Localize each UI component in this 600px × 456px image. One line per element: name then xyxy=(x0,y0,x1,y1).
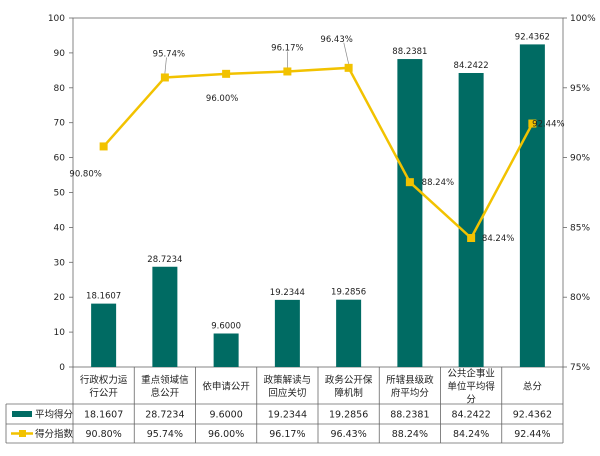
table-cell: 92.44% xyxy=(514,429,550,440)
line-marker xyxy=(222,69,231,78)
category-label: 重点领域信 xyxy=(141,374,189,386)
category-label: 行政权力运 xyxy=(80,374,128,386)
bar xyxy=(274,299,300,367)
line-marker xyxy=(467,234,476,243)
legend-key-line xyxy=(19,430,26,437)
line-marker xyxy=(528,119,537,128)
right-tick-label: 95% xyxy=(570,84,590,94)
table-cell: 95.74% xyxy=(147,429,183,440)
line-value-label: 88.24% xyxy=(422,178,454,188)
legend-label: 得分指数 xyxy=(35,428,74,440)
data-labels: 18.1607 28.7234 9.6000 19.2344 19.2856 88.238… xyxy=(69,32,564,331)
left-tick-label: 70 xyxy=(54,119,66,129)
left-tick-label: 60 xyxy=(54,154,66,164)
left-tick-label: 10 xyxy=(54,328,66,338)
category-label: 单位平均得 xyxy=(447,381,495,393)
bar xyxy=(397,59,423,367)
bar xyxy=(336,299,362,367)
table-cell: 88.2381 xyxy=(390,410,429,421)
bar-value-label: 84.2422 xyxy=(454,61,489,71)
bar-value-label: 19.2856 xyxy=(331,288,366,298)
table-cell: 19.2856 xyxy=(329,410,368,421)
line-value-label: 90.80% xyxy=(69,169,101,179)
line-path xyxy=(102,66,534,241)
category-label: 总分 xyxy=(523,381,543,393)
table-cell: 84.2422 xyxy=(451,410,490,421)
bar-value-label: 9.6000 xyxy=(211,321,241,331)
bar-value-label: 19.2344 xyxy=(270,288,305,298)
left-tick-label: 90 xyxy=(54,49,66,59)
table-cell: 19.2344 xyxy=(268,410,307,421)
line-marker xyxy=(160,73,169,82)
table-cell: 18.1607 xyxy=(84,410,123,421)
line-series xyxy=(99,63,537,243)
bar xyxy=(213,333,239,367)
category-label: 所辖县级政 xyxy=(386,374,434,386)
line-value-label: 92.44% xyxy=(532,120,564,130)
line-marker xyxy=(405,178,414,187)
legend-key-bars xyxy=(12,411,32,417)
line-value-label: 96.17% xyxy=(271,43,303,53)
category-label: 政策解读与 xyxy=(264,374,312,386)
category-label: 回应关切 xyxy=(268,387,306,399)
right-tick-label: 80% xyxy=(570,293,590,303)
right-tick-label: 100% xyxy=(570,14,596,24)
line-value-label: 84.24% xyxy=(482,234,514,244)
left-tick-label: 100 xyxy=(48,14,65,24)
line-value-label: 95.74% xyxy=(153,49,185,59)
line-marker xyxy=(283,67,292,76)
table-cell: 96.17% xyxy=(269,429,305,440)
table-cell: 28.7234 xyxy=(145,410,184,421)
left-tick-label: 30 xyxy=(54,258,66,268)
category-label: 分 xyxy=(466,395,476,406)
table-cell: 9.6000 xyxy=(210,410,243,421)
bar-series xyxy=(91,44,545,367)
left-tick-label: 20 xyxy=(54,293,66,303)
line-marker xyxy=(344,63,353,72)
left-tick-label: 40 xyxy=(54,223,66,233)
right-tick-label: 90% xyxy=(570,154,590,164)
table-cell: 88.24% xyxy=(392,429,428,440)
category-label: 府平均分 xyxy=(391,387,430,399)
legend-label: 平均得分 xyxy=(35,409,74,421)
category-label: 依申请公开 xyxy=(202,381,250,393)
bar-value-label: 92.4362 xyxy=(515,32,550,42)
line-value-label: 96.43% xyxy=(320,35,352,45)
category-label: 障机制 xyxy=(334,387,363,399)
line-label-leader xyxy=(164,57,167,74)
table-cell: 92.4362 xyxy=(513,410,552,421)
bar xyxy=(91,303,117,367)
category-label: 行公开 xyxy=(89,387,118,399)
table-cell: 96.00% xyxy=(208,429,244,440)
bar-value-label: 88.2381 xyxy=(392,47,427,57)
category-label: 息公开 xyxy=(151,387,180,399)
bar xyxy=(519,44,545,367)
bar-value-label: 28.7234 xyxy=(147,255,182,265)
left-tick-label: 0 xyxy=(59,363,65,373)
category-label: 公共企事业 xyxy=(447,368,495,380)
axes: 0 10 20 30 40 50 60 70 80 90 100 75% 80% 85% 90% 95% 100… xyxy=(48,14,596,373)
table-cell: 84.24% xyxy=(453,429,489,440)
table-cell: 96.43% xyxy=(331,429,367,440)
line-label-leader xyxy=(343,42,349,64)
right-tick-label: 75% xyxy=(570,363,590,373)
category-label: 政务公开保 xyxy=(325,374,373,386)
left-tick-label: 50 xyxy=(54,189,66,199)
table-cell: 90.80% xyxy=(86,429,122,440)
left-tick-label: 80 xyxy=(54,84,66,94)
line-value-label: 96.00% xyxy=(206,94,238,104)
line-marker xyxy=(99,142,108,151)
right-tick-label: 85% xyxy=(570,223,590,233)
bar-value-label: 18.1607 xyxy=(86,292,121,302)
bar xyxy=(152,266,178,367)
